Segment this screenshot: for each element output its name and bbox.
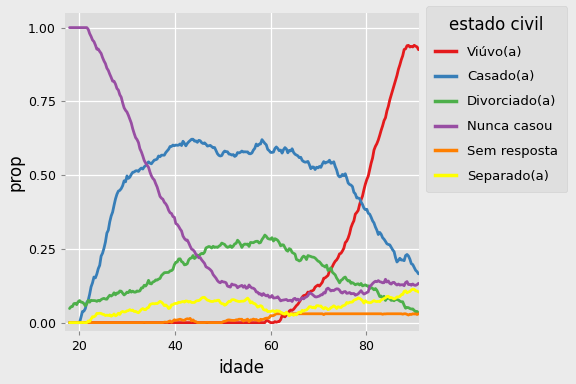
- Nunca casou: [209, 269, 215, 273]
- Sem resposta: [209, 320, 215, 325]
- Separado(a): [359, 298, 366, 303]
- Legend: Viúvo(a), Casado(a), Divorciado(a), Nunca casou, Sem resposta, Separado(a): Viúvo(a), Casado(a), Divorciado(a), Nunc…: [426, 7, 567, 192]
- Separado(a): [217, 300, 224, 305]
- Nunca casou: [344, 291, 351, 295]
- Viúvo(a): [217, 320, 224, 325]
- Viúvo(a): [411, 43, 418, 48]
- Casado(a): [344, 180, 351, 185]
- Nunca casou: [415, 281, 422, 286]
- Viúvo(a): [66, 320, 73, 325]
- Nunca casou: [289, 299, 295, 304]
- Line: Nunca casou: Nunca casou: [70, 28, 419, 301]
- Sem resposta: [415, 311, 422, 316]
- Line: Casado(a): Casado(a): [70, 139, 419, 323]
- Nunca casou: [66, 25, 73, 30]
- Divorciado(a): [262, 233, 268, 237]
- Divorciado(a): [344, 279, 351, 283]
- Nunca casou: [217, 280, 224, 285]
- Divorciado(a): [415, 311, 422, 316]
- Casado(a): [361, 206, 367, 210]
- Divorciado(a): [66, 306, 73, 311]
- Separado(a): [317, 304, 324, 308]
- Nunca casou: [361, 292, 367, 296]
- Nunca casou: [319, 293, 326, 297]
- Divorciado(a): [358, 281, 365, 286]
- Casado(a): [188, 137, 195, 142]
- Sem resposta: [273, 311, 280, 316]
- Divorciado(a): [217, 243, 224, 248]
- Line: Separado(a): Separado(a): [70, 289, 419, 323]
- Sem resposta: [319, 311, 326, 316]
- Divorciado(a): [319, 263, 326, 268]
- Sem resposta: [344, 311, 351, 316]
- Divorciado(a): [209, 246, 215, 250]
- Casado(a): [66, 320, 73, 325]
- Casado(a): [358, 200, 365, 204]
- Separado(a): [66, 320, 73, 325]
- Sem resposta: [361, 311, 367, 316]
- Viúvo(a): [415, 47, 422, 52]
- Casado(a): [319, 162, 326, 167]
- X-axis label: idade: idade: [219, 359, 265, 377]
- Sem resposta: [217, 320, 224, 325]
- Separado(a): [209, 299, 215, 304]
- Separado(a): [343, 300, 350, 305]
- Divorciado(a): [361, 283, 367, 288]
- Viúvo(a): [359, 194, 366, 199]
- Y-axis label: prop: prop: [7, 153, 25, 191]
- Separado(a): [410, 287, 416, 291]
- Viúvo(a): [356, 202, 363, 207]
- Separado(a): [415, 290, 422, 295]
- Line: Viúvo(a): Viúvo(a): [70, 45, 419, 323]
- Sem resposta: [66, 320, 73, 325]
- Viúvo(a): [343, 239, 350, 243]
- Viúvo(a): [209, 320, 215, 325]
- Line: Sem resposta: Sem resposta: [70, 314, 419, 323]
- Casado(a): [218, 153, 225, 158]
- Casado(a): [210, 146, 217, 150]
- Nunca casou: [358, 288, 365, 293]
- Line: Divorciado(a): Divorciado(a): [70, 235, 419, 313]
- Viúvo(a): [317, 282, 324, 286]
- Casado(a): [415, 271, 422, 276]
- Separado(a): [356, 296, 363, 301]
- Sem resposta: [358, 311, 365, 316]
